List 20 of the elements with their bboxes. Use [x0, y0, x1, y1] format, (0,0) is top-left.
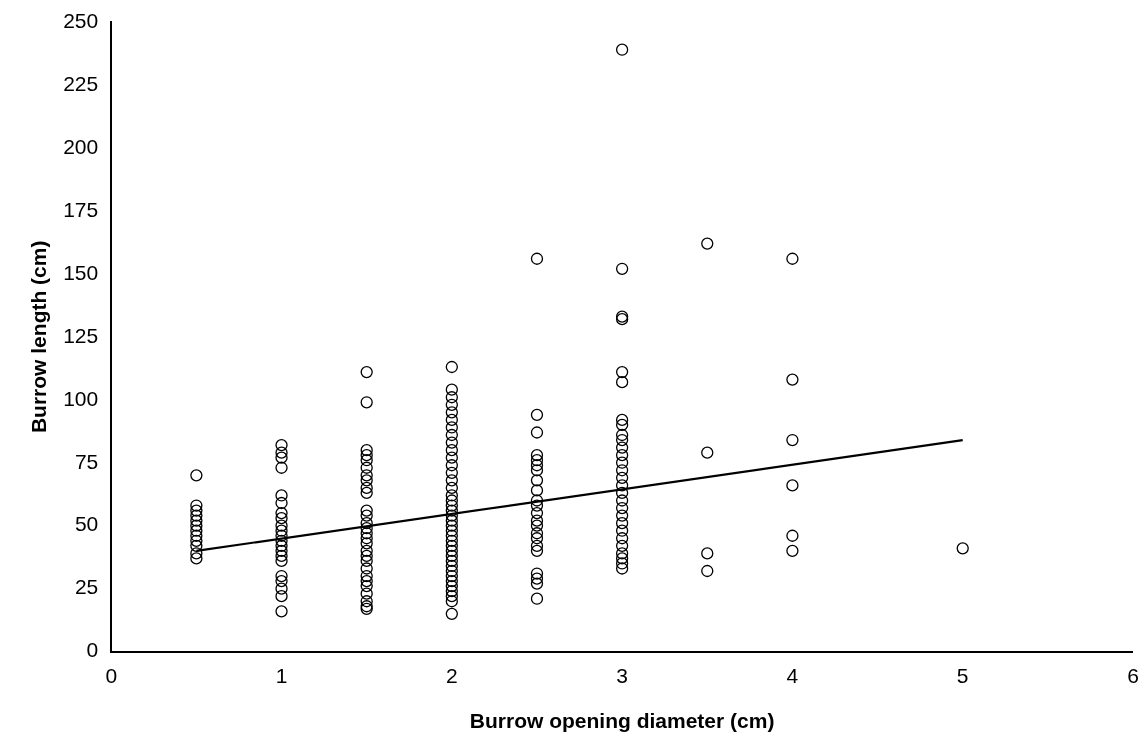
- x-tick-label: 5: [956, 664, 969, 687]
- y-tick-label: 225: [63, 71, 99, 95]
- y-tick-label: 0: [86, 638, 99, 662]
- y-tick-label: 150: [63, 260, 99, 284]
- y-tick-label: 75: [74, 449, 99, 473]
- y-tick-label: 125: [63, 323, 99, 347]
- x-tick-label: 6: [1127, 664, 1139, 687]
- x-tick-label: 2: [445, 664, 458, 687]
- x-tick-label: 3: [616, 664, 628, 687]
- y-tick-label: 200: [63, 134, 99, 158]
- y-tick-label: 250: [63, 8, 99, 32]
- x-tick-label: 4: [786, 664, 799, 687]
- y-axis-title: Burrow length (cm): [27, 240, 51, 434]
- y-tick-label: 100: [63, 386, 99, 410]
- y-tick-label: 175: [63, 197, 99, 221]
- y-tick-label: 25: [74, 575, 99, 599]
- x-tick-label: 1: [275, 664, 288, 687]
- x-tick-label: 0: [105, 664, 118, 687]
- x-axis-title: Burrow opening diameter (cm): [469, 709, 775, 733]
- y-tick-label: 50: [74, 512, 99, 536]
